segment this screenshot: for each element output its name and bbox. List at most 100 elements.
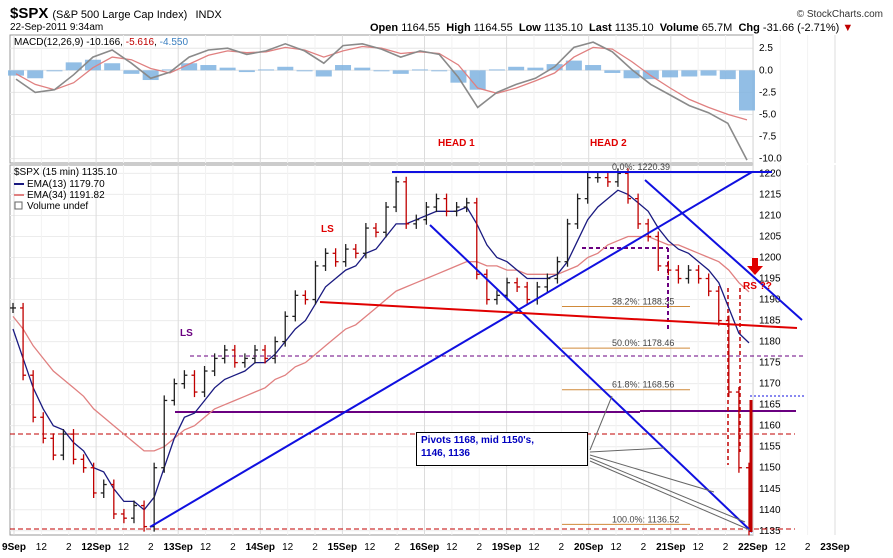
macd-hist-bar <box>219 67 236 71</box>
price-y-ticks: 1135 1140 1145 1150 1155 1160 1165 1170 1175 1180… <box>759 168 782 536</box>
macd-hist-bar <box>585 65 602 71</box>
x-axis-ticks: 9Sep 12 2 12Sep 12 2 13Sep 12 2 14Sep 12 2 15Sep 12 2 1… <box>2 542 850 553</box>
macd-legend-v3: -4.550 <box>160 37 189 48</box>
price-tick-label: 1150 <box>759 463 781 474</box>
macd-hist-bar <box>161 69 178 71</box>
x-tick-label: 2 <box>805 542 811 553</box>
timestamp: 22-Sep-2011 9:34am <box>10 22 104 33</box>
x-tick-label: 12 <box>611 542 623 553</box>
x-tick-label: 12 <box>528 542 540 553</box>
macd-hist-bar <box>65 62 82 71</box>
price-tick-label: 1170 <box>759 379 781 390</box>
x-tick-label: 2 <box>559 542 565 553</box>
price-tick-label: 1195 <box>759 274 781 285</box>
fib-label: 61.8%: 1168.56 <box>612 380 674 390</box>
price-tick-label: 1165 <box>759 400 781 411</box>
x-tick-label: 12 <box>775 542 787 553</box>
open-value: 1164.55 <box>401 22 441 34</box>
macd-hist-bar <box>719 70 736 80</box>
pivots-callout: Pivots 1168, mid 1150's, 1146, 1136 <box>416 432 588 466</box>
macd-tick-label: 2.5 <box>759 43 773 54</box>
high-value: 1164.55 <box>473 22 513 34</box>
fib-label: 0.0%: 1220.39 <box>612 162 670 172</box>
price-tick-label: 1180 <box>759 337 781 348</box>
macd-y-ticks: 2.5 0.0 -2.5 -5.0 -7.5 -10.0 <box>759 43 782 164</box>
macd-hist-bar <box>315 70 332 77</box>
macd-hist-bar <box>565 60 582 71</box>
price-tick-label: 1175 <box>759 358 781 369</box>
x-tick-label: 12 <box>36 542 48 553</box>
x-tick-label: 2 <box>641 542 647 553</box>
x-tick-label: 21Sep <box>656 542 685 553</box>
down-arrow-icon: ▼ <box>842 22 854 34</box>
macd-hist-bar <box>508 66 525 71</box>
x-tick-label: 19Sep <box>492 542 521 553</box>
macd-hist-bar <box>296 70 313 72</box>
macd-hist-bar <box>739 70 755 111</box>
ema13-path <box>12 189 750 511</box>
macd-hist-bar <box>700 70 717 76</box>
chg-label: Chg <box>738 22 760 34</box>
volume-label: Volume <box>659 22 699 34</box>
price-tick-label: 1135 <box>759 526 781 537</box>
symbol: $SPX <box>10 5 49 22</box>
macd-hist-bar <box>104 63 121 71</box>
macd-signal-line <box>15 45 748 121</box>
price-tick-label: 1140 <box>759 505 781 516</box>
price-tick-label: 1220 <box>759 168 782 179</box>
volume-value: 65.7M <box>701 22 733 34</box>
low-label: Low <box>518 22 541 34</box>
price-legend-ema13: EMA(13) 1179.70 <box>27 179 105 190</box>
macd-tick-label: 0.0 <box>759 65 773 76</box>
macd-hist-bar <box>8 70 24 76</box>
head2-label: HEAD 2 <box>590 138 627 149</box>
macd-hist-bar <box>46 70 63 72</box>
fib-label: 100.0%: 1136.52 <box>612 514 679 524</box>
macd-hist-bar <box>123 70 140 74</box>
low-value: 1135.10 <box>543 22 583 34</box>
macd-tick-label: -2.5 <box>759 87 777 98</box>
x-tick-label: 2 <box>476 542 482 553</box>
pivots-line2: 1146, 1136 <box>421 448 470 459</box>
exchange: INDX <box>195 9 222 21</box>
x-tick-label: 2 <box>230 542 236 553</box>
macd-hist-bar <box>277 66 294 71</box>
uptrend-line <box>149 171 753 528</box>
neckline <box>319 301 798 329</box>
x-tick-label: 12 <box>200 542 212 553</box>
x-tick-label: 16Sep <box>410 542 439 553</box>
macd-hist-bar <box>431 70 448 72</box>
price-tick-label: 1200 <box>759 253 782 264</box>
x-tick-label: 2 <box>312 542 318 553</box>
macd-hist-bar <box>411 69 428 71</box>
symbol-name: (S&P 500 Large Cap Index) <box>52 9 188 21</box>
x-tick-label: 12Sep <box>81 542 110 553</box>
macd-legend: MACD(12,26,9) -10.166, -5.616, -4.550 <box>14 37 188 48</box>
high-label: High <box>446 22 471 34</box>
last-label: Last <box>589 22 612 34</box>
macd-hist-bar <box>623 70 640 79</box>
price-tick-label: 1185 <box>759 316 781 327</box>
x-tick-label: 12 <box>282 542 294 553</box>
macd-tick-label: -7.5 <box>759 132 777 143</box>
chg-value: -31.66 (-2.71%) <box>762 22 840 34</box>
x-tick-label: 22Sep <box>738 542 767 553</box>
macd-hist-bar <box>84 59 101 71</box>
x-tick-label: 12 <box>446 542 458 553</box>
x-tick-label: 12 <box>118 542 130 553</box>
x-tick-label: 23Sep <box>820 542 849 553</box>
price-tick-label: 1205 <box>759 231 782 242</box>
x-tick-label: 12 <box>364 542 376 553</box>
macd-hist-bar <box>488 69 505 71</box>
macd-hist-bar <box>142 70 159 81</box>
macd-hist-bar <box>258 69 275 71</box>
price-legend: $SPX (15 min) 1135.10 EMA(13) 1179.70 EM… <box>14 167 118 212</box>
macd-tick-label: -10.0 <box>759 154 782 165</box>
fib-label: 38.2%: 1188.35 <box>612 296 674 306</box>
macd-hist-bar <box>181 63 198 71</box>
macd-hist-bar <box>200 65 217 71</box>
x-tick-label: 15Sep <box>328 542 357 553</box>
ls-purple-label: LS <box>180 328 193 339</box>
price-tick-label: 1210 <box>759 210 782 221</box>
macd-hist-bar <box>373 70 390 72</box>
